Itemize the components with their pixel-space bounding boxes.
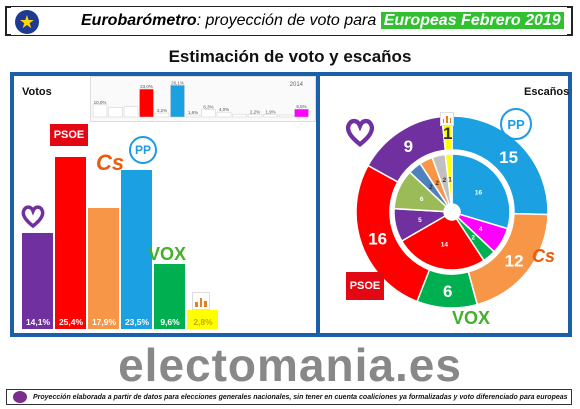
electomania-icon xyxy=(13,391,27,403)
header-bracket-left xyxy=(5,6,11,36)
vote-bar-3 xyxy=(121,169,152,329)
vote-bar-0 xyxy=(22,233,53,329)
seats-inner-label-7: 2 xyxy=(435,180,439,187)
seats-outer-label-0: 15 xyxy=(499,148,518,167)
psoe-logo: PSOE xyxy=(50,124,88,146)
podemos-heart-icon xyxy=(21,205,45,229)
seats-inner-label-8: 2 xyxy=(443,177,447,184)
seats-inner-slice-9 xyxy=(444,153,453,205)
previous-bar-2 xyxy=(123,106,139,118)
previous-bar-0 xyxy=(92,104,108,118)
seats-inner-label-2: 2 xyxy=(471,235,475,242)
previous-bar-label-11: 1,9% xyxy=(265,110,275,115)
cs-logo: Cs xyxy=(96,150,125,175)
header-highlight: Europeas Febrero 2019 xyxy=(380,12,564,29)
previous-bar-label-10: 2,2% xyxy=(250,109,260,114)
header-brand: Eurobarómetro xyxy=(81,12,197,29)
chart-title: Estimación de voto y escaños xyxy=(168,47,412,66)
seats-inner-label-1: 4 xyxy=(479,226,483,233)
votes-panel: Votos 10,0% 23,0% 3,2% 26,1% 1,6% 6,3% 4,0% 2,2… xyxy=(14,76,316,333)
header-middle: : proyección de voto para xyxy=(196,12,381,29)
vote-bar-label-5: 2,8% xyxy=(193,317,213,327)
previous-bar-label-4: 3,2% xyxy=(157,108,167,113)
previous-bar-label-0: 10,0% xyxy=(94,100,107,105)
previous-bar-3 xyxy=(139,88,154,118)
pp-logo: PP xyxy=(129,136,157,164)
vote-bar-label-3: 23,5% xyxy=(124,317,150,327)
previous-bar-13 xyxy=(294,108,309,118)
others-logo xyxy=(440,112,454,126)
seats-outer-label-2: 6 xyxy=(443,282,452,301)
previous-bar-label-8: 4,0% xyxy=(219,107,229,112)
footer-text: Proyección elaborada a partir de datos p… xyxy=(33,393,568,401)
cs-logo: Cs xyxy=(532,246,556,266)
previous-bar-label-3: 23,0% xyxy=(140,84,153,89)
vote-bar-label-0: 14,1% xyxy=(25,317,51,327)
others-logo xyxy=(192,292,210,310)
seats-inner-label-5: 6 xyxy=(420,196,424,203)
seats-outer-label-5: 1 xyxy=(443,124,452,143)
seats-outer-label-1: 12 xyxy=(505,252,524,271)
brand-watermark: electomania.es xyxy=(118,339,462,391)
vox-logo: VOX xyxy=(148,244,187,264)
seats-outer-label-4: 9 xyxy=(404,137,413,156)
seats-inner-label-3: 14 xyxy=(441,241,449,248)
vote-bar-label-4: 9,6% xyxy=(160,317,180,327)
vox-logo: VOX xyxy=(452,308,491,328)
previous-bar-1 xyxy=(108,107,123,118)
vote-bar-label-1: 25,4% xyxy=(58,317,84,327)
eu-star-icon: ★ xyxy=(15,10,39,34)
seats-inner-label-0: 16 xyxy=(475,190,483,197)
seats-inner-label-6: 2 xyxy=(429,184,433,191)
previous-bar-6 xyxy=(185,114,201,118)
header-bar: ★ Eurobarómetro: proyección de voto para… xyxy=(5,6,573,36)
previous-bar-7 xyxy=(201,109,216,118)
previous-results-strip: 10,0% 23,0% 3,2% 26,1% 1,6% 6,3% 4,0% 2,2% 1,9% 6… xyxy=(90,76,316,122)
previous-bar-8 xyxy=(216,111,232,118)
vote-bar-1 xyxy=(55,156,86,329)
previous-bar-12 xyxy=(278,114,294,118)
previous-bar-label-7: 6,3% xyxy=(203,104,213,109)
vote-bar-label-2: 17,9% xyxy=(91,317,117,327)
vote-bar-2 xyxy=(88,207,119,329)
seats-label: Escaños xyxy=(524,86,570,98)
podemos-heart-icon xyxy=(345,118,375,148)
previous-bar-9 xyxy=(232,113,247,118)
pp-logo: PP xyxy=(500,108,532,140)
previous-bar-label-13: 6,5% xyxy=(296,104,306,109)
seats-inner-slice-0 xyxy=(451,153,511,230)
votes-label: Votos xyxy=(22,86,52,98)
previous-bar-10 xyxy=(247,114,263,118)
vote-bar-4 xyxy=(154,263,185,329)
previous-bar-label-6: 1,6% xyxy=(188,110,198,115)
previous-bar-4 xyxy=(154,112,170,118)
header-title: Eurobarómetro: proyección de voto para E… xyxy=(81,12,564,30)
previous-bar-5 xyxy=(170,85,185,118)
vote-bar-5 xyxy=(187,310,218,329)
charts-area: Votos 10,0% 23,0% 3,2% 26,1% 1,6% 6,3% 4,0% 2,2… xyxy=(10,72,572,337)
seats-inner-label-4: 5 xyxy=(418,217,422,224)
seats-outer-label-3: 16 xyxy=(368,230,387,249)
previous-bar-label-5: 26,1% xyxy=(171,80,184,85)
footer-note: Proyección elaborada a partir de datos p… xyxy=(6,389,572,405)
seats-inner-label-9: 1 xyxy=(448,176,452,183)
previous-results-chart: 10,0% 23,0% 3,2% 26,1% 1,6% 6,3% 4,0% 2,2% 1,9% 6… xyxy=(92,80,309,118)
previous-bar-11 xyxy=(263,114,278,118)
psoe-logo: PSOE xyxy=(346,272,384,300)
previous-year-label: 2014 xyxy=(290,82,304,88)
header-bracket-right xyxy=(567,6,573,36)
seats-panel: Escaños 15 12 6 16 9 1 16 4 2 14 5 6 2 2 2 1 PSOE Cs PP… xyxy=(320,76,570,333)
